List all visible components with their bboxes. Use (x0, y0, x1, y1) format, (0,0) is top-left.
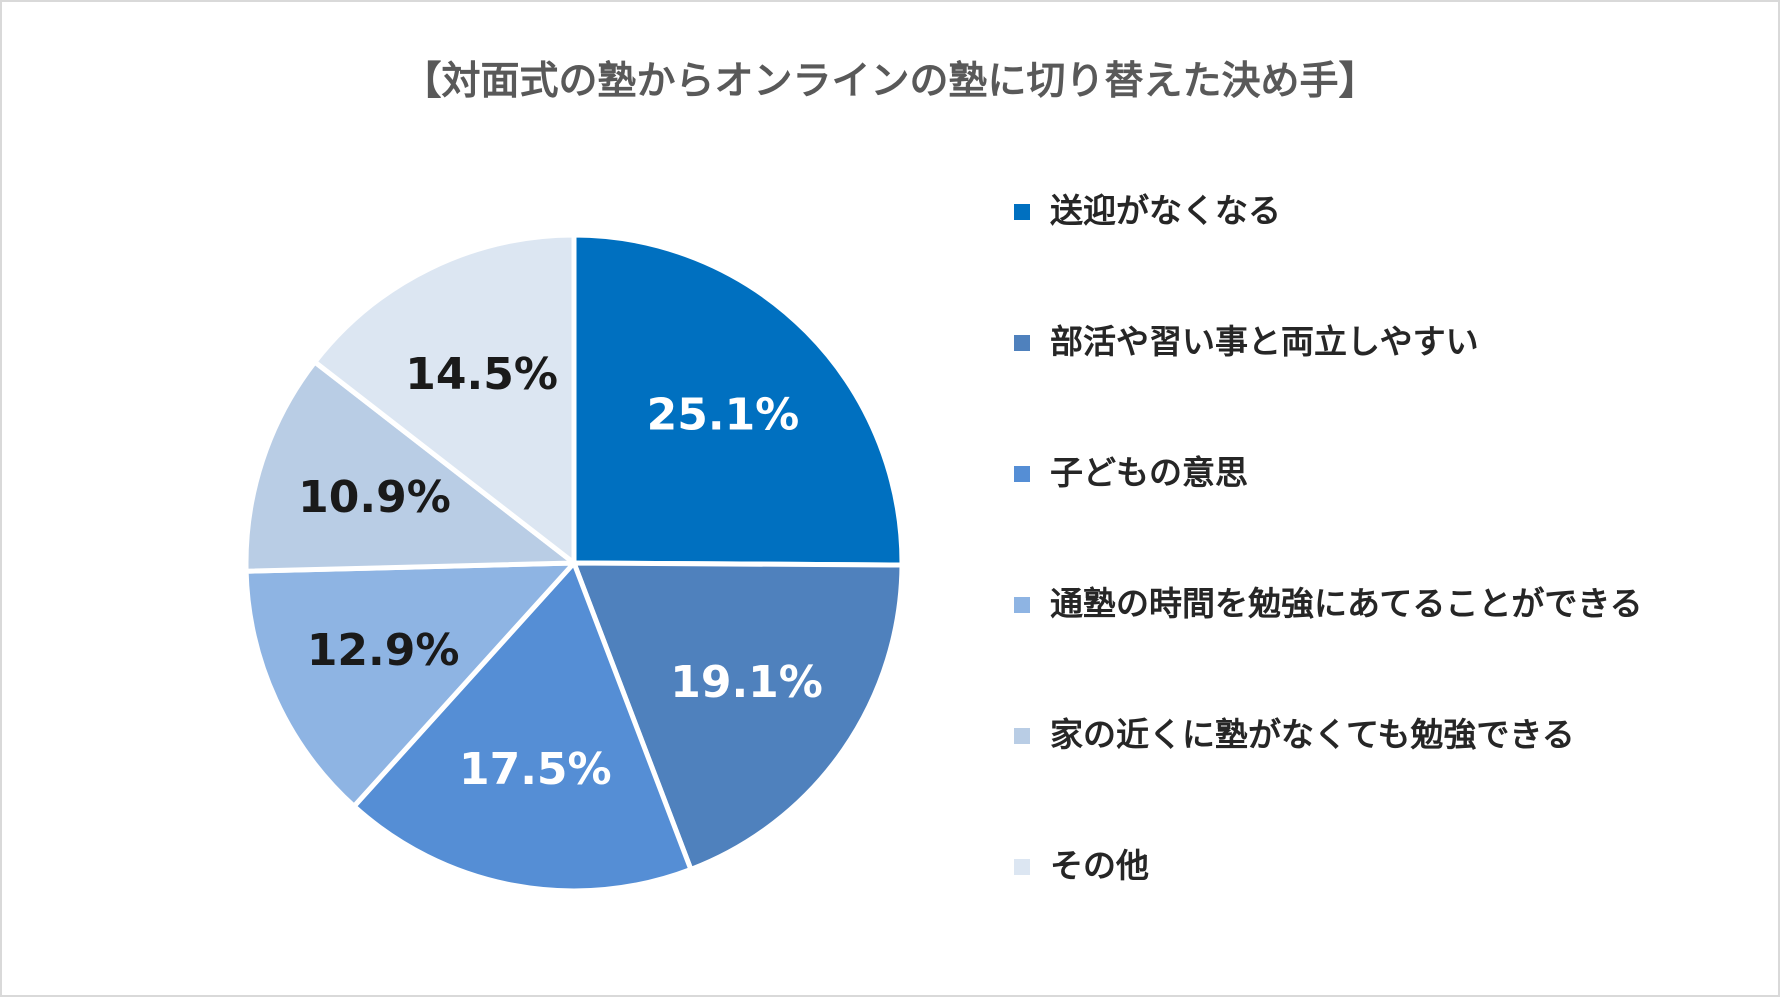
legend-item-5: 家の近くに塾がなくても勉強できる (1014, 711, 1643, 842)
pie-data-label-6: 14.5% (405, 349, 558, 400)
legend-item-2: 部活や習い事と両立しやすい (1014, 318, 1643, 449)
pie-slice-5 (243, 359, 577, 574)
pie-data-label-1: 25.1% (647, 389, 800, 440)
chart-title: 【対面式の塾からオンラインの塾に切り替えた決め手】 (402, 59, 1378, 104)
legend-swatch-4 (1014, 597, 1030, 613)
legend-swatch-2 (1014, 335, 1030, 351)
legend-swatch-1 (1014, 204, 1030, 220)
legend-swatch-6 (1014, 859, 1030, 875)
pie-slice-3 (351, 560, 694, 894)
legend-label-4: 通塾の時間を勉強にあてることができる (1050, 584, 1643, 623)
pie-data-label-4: 12.9% (307, 625, 460, 676)
legend-label-1: 送迎がなくなる (1050, 191, 1281, 230)
legend-label-3: 子どもの意思 (1050, 453, 1248, 492)
legend-swatch-3 (1014, 466, 1030, 482)
pie-slice-4 (243, 560, 577, 809)
legend-label-2: 部活や習い事と両立しやすい (1050, 322, 1479, 361)
pie-data-label-3: 17.5% (459, 744, 612, 795)
legend-label-5: 家の近くに塾がなくても勉強できる (1050, 715, 1575, 754)
legend-item-6: その他 (1014, 842, 1643, 973)
legend-item-3: 子どもの意思 (1014, 449, 1643, 580)
pie-data-label-2: 19.1% (670, 657, 823, 708)
legend-swatch-5 (1014, 728, 1030, 744)
chart-legend: 送迎がなくなる部活や習い事と両立しやすい 子どもの意思通塾の時間を勉強にあてること… (1014, 187, 1643, 973)
legend-item-1: 送迎がなくなる (1014, 187, 1643, 318)
pie-slice-2 (571, 560, 905, 872)
pie-slice-1 (571, 232, 905, 568)
legend-item-4: 通塾の時間を勉強にあてることができる (1014, 580, 1643, 711)
pie-slice-6 (312, 232, 577, 566)
legend-label-6: その他 (1050, 846, 1149, 885)
pie-data-label-5: 10.9% (298, 472, 451, 523)
